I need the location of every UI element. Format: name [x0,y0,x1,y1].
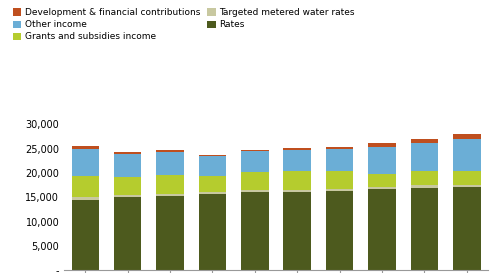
Bar [453,171,481,185]
Bar [411,188,438,270]
Bar [114,197,141,270]
Bar [199,156,226,176]
Bar [199,192,226,194]
Bar [156,194,184,196]
Bar [411,143,438,171]
Bar [199,176,226,192]
Bar [411,185,438,188]
Bar [283,189,311,192]
Bar [326,171,353,189]
Bar [156,175,184,194]
Bar [114,195,141,197]
Bar [453,185,481,187]
Bar [326,191,353,270]
Bar [368,187,396,189]
Bar [326,149,353,171]
Bar [453,187,481,270]
Bar [156,152,184,175]
Bar [156,196,184,270]
Bar [411,171,438,185]
Bar [114,152,141,153]
Legend: Development & financial contributions, Other income, Grants and subsidies income: Development & financial contributions, O… [9,5,358,45]
Bar [241,172,269,189]
Bar [241,189,269,192]
Bar [453,134,481,139]
Bar [71,200,99,270]
Bar [71,176,99,197]
Bar [326,189,353,191]
Bar [71,149,99,176]
Bar [368,174,396,187]
Bar [199,155,226,156]
Bar [283,192,311,270]
Bar [283,150,311,171]
Bar [199,194,226,270]
Bar [241,150,269,151]
Bar [283,148,311,150]
Bar [156,150,184,152]
Bar [71,197,99,200]
Bar [283,171,311,189]
Bar [71,146,99,149]
Bar [114,153,141,177]
Bar [241,192,269,270]
Bar [453,139,481,171]
Bar [368,147,396,174]
Bar [411,139,438,143]
Bar [241,151,269,172]
Bar [114,177,141,195]
Bar [368,189,396,270]
Bar [368,143,396,147]
Bar [326,147,353,149]
